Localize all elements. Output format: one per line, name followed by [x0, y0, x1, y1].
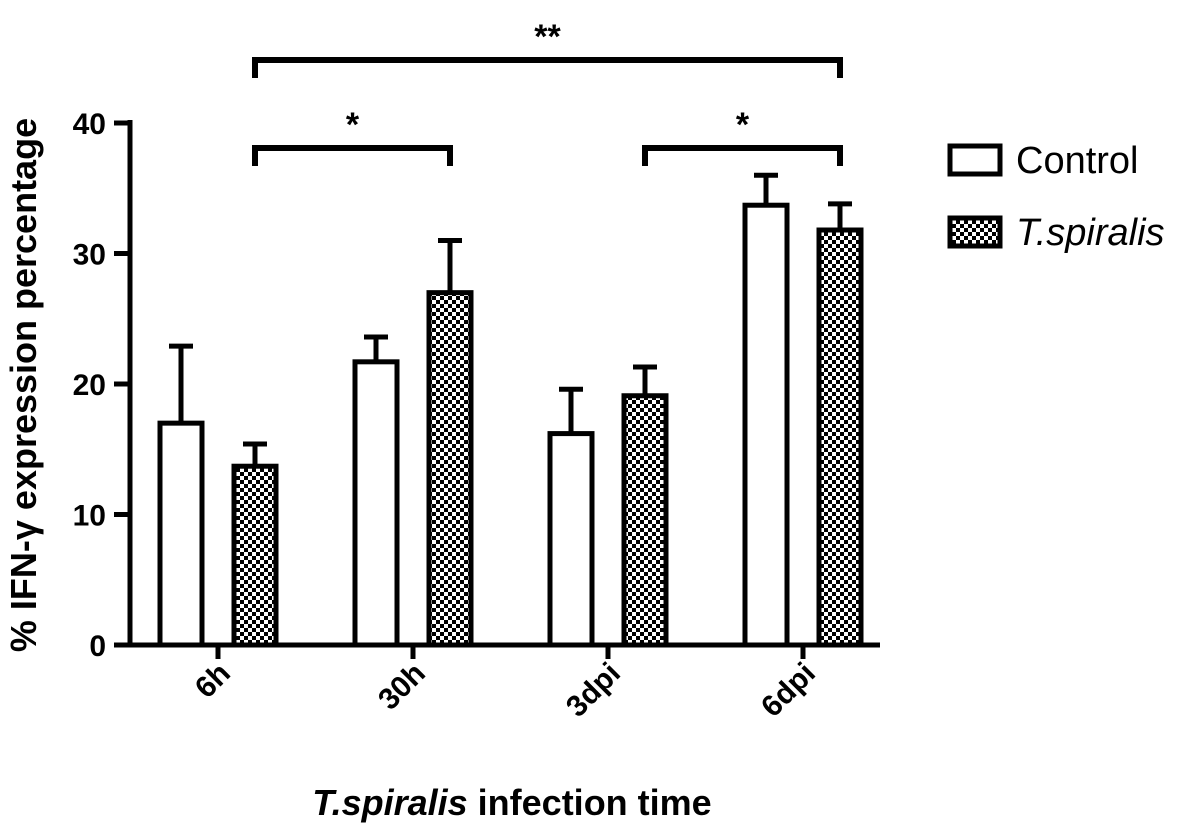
bar-t-spiralis-6h: [231, 463, 279, 648]
x-axis-title-italic: T.spiralis: [312, 782, 467, 823]
bar-control-30h: [352, 359, 400, 648]
bar-control-3dpi: [547, 431, 595, 648]
bar-t-spiralis-6dpi: [816, 227, 864, 648]
significance-label: *: [346, 106, 360, 144]
legend-label-control: Control: [1016, 140, 1139, 182]
y-tick-label: 30: [73, 239, 106, 272]
x-tick-label: 3dpi: [560, 657, 627, 724]
bar-t-spiralis-30h: [426, 290, 474, 648]
y-axis-title: % IFN-γ expression percentage: [3, 118, 44, 652]
legend-label-t-spiralis: T.spiralis: [1016, 212, 1165, 254]
significance-label: *: [736, 106, 750, 144]
bar-t-spiralis-3dpi: [621, 393, 669, 648]
y-tick-label: 10: [73, 500, 106, 533]
legend-swatch-control: [947, 143, 1003, 177]
x-tick-label: 6dpi: [755, 657, 822, 724]
bar-control-6dpi: [742, 202, 790, 648]
bar-control-6h: [157, 420, 205, 648]
significance-bracket: [642, 145, 843, 166]
x-axis-title-rest: infection time: [468, 782, 712, 823]
y-tick-label: 20: [73, 369, 106, 402]
legend-swatch-t-spiralis: [947, 215, 1003, 249]
significance-bracket: [252, 145, 453, 166]
significance-bracket: [252, 57, 843, 78]
significance-label: **: [534, 18, 561, 56]
y-tick-label: 40: [73, 108, 106, 141]
x-axis-title: T.spiralis infection time: [312, 782, 711, 823]
x-tick-label: 30h: [372, 657, 432, 717]
y-tick-label: 0: [89, 630, 106, 663]
x-tick-label: 6h: [189, 657, 237, 705]
